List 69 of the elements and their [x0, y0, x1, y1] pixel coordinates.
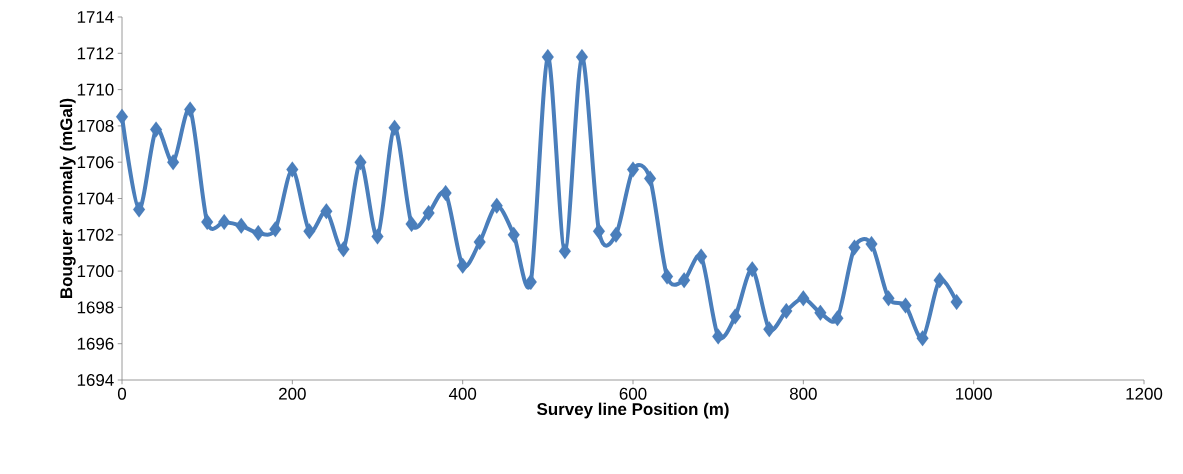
point — [115, 108, 129, 125]
y-tick-label: 1700 — [77, 265, 114, 278]
y-tick-label: 1710 — [77, 83, 114, 96]
point — [729, 308, 742, 325]
point — [456, 257, 469, 274]
y-tick-label: 1712 — [77, 47, 114, 60]
point — [848, 239, 861, 256]
point — [439, 184, 452, 202]
y-tick-label: 1708 — [77, 119, 114, 132]
y-tick-label: 1706 — [77, 156, 114, 169]
point — [524, 273, 537, 291]
point — [933, 272, 946, 289]
point — [167, 154, 180, 171]
point — [678, 272, 691, 289]
y-tick-label: 1698 — [77, 301, 114, 314]
x-tick-label: 400 — [448, 387, 477, 400]
point — [473, 234, 486, 251]
point — [882, 290, 895, 307]
y-tick-label: 1704 — [77, 192, 114, 205]
x-tick-label: 200 — [279, 387, 306, 400]
point — [592, 223, 605, 240]
point — [626, 161, 640, 178]
point — [422, 204, 435, 222]
y-tick-label: 1702 — [77, 228, 114, 241]
x-tick-label: 1000 — [956, 387, 992, 400]
y-tick-label: 1696 — [77, 337, 114, 350]
point — [371, 228, 384, 245]
point — [797, 290, 810, 307]
point — [661, 268, 674, 285]
y-axis-title: Bouguer anomaly (mGal) — [59, 98, 76, 299]
point — [388, 119, 401, 136]
point — [320, 203, 333, 220]
point — [695, 248, 708, 265]
point — [763, 321, 776, 338]
point — [303, 223, 316, 240]
point — [354, 154, 367, 171]
point — [746, 261, 759, 278]
y-tick-label: 1694 — [77, 374, 114, 386]
point — [916, 330, 929, 347]
point — [337, 241, 350, 258]
point — [643, 170, 657, 187]
point — [490, 197, 503, 214]
x-axis-title: Survey line Position (m) — [537, 402, 729, 419]
point — [235, 217, 248, 234]
point — [184, 101, 197, 118]
point — [899, 297, 912, 314]
x-tick-label: 1200 — [1126, 387, 1163, 400]
point — [252, 224, 265, 242]
point — [201, 214, 214, 231]
point — [150, 121, 163, 138]
point — [831, 310, 844, 327]
point — [286, 161, 299, 178]
point — [609, 226, 623, 243]
point — [269, 221, 282, 238]
x-tick-label: 0 — [117, 387, 127, 400]
point — [507, 226, 520, 243]
point — [558, 243, 571, 260]
y-tick-label: 1714 — [77, 11, 114, 23]
x-tick-label: 800 — [789, 387, 817, 400]
x-tick-label: 600 — [619, 387, 647, 400]
point — [950, 293, 963, 311]
point — [780, 302, 793, 320]
point — [218, 214, 231, 231]
point — [132, 201, 146, 218]
point — [575, 48, 588, 65]
point — [865, 235, 878, 252]
point — [712, 328, 725, 345]
point — [405, 215, 418, 232]
point — [814, 304, 827, 321]
